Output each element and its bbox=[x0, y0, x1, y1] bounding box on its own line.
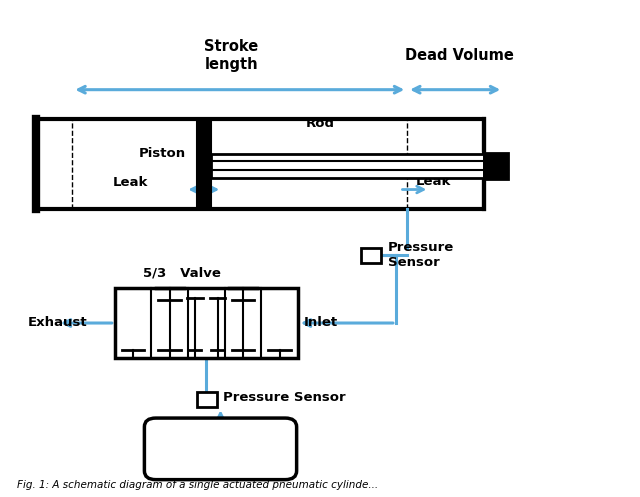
Text: Piston: Piston bbox=[139, 147, 186, 160]
Text: Exhaust: Exhaust bbox=[28, 316, 88, 330]
Text: Pressure
Sensor: Pressure Sensor bbox=[388, 241, 454, 269]
Text: 5/3   Valve: 5/3 Valve bbox=[143, 266, 221, 279]
Text: Leak: Leak bbox=[113, 175, 148, 188]
Text: Compressor: Compressor bbox=[171, 441, 269, 456]
FancyBboxPatch shape bbox=[145, 418, 296, 480]
Bar bbox=[36, 119, 484, 209]
Text: Stroke
length: Stroke length bbox=[204, 39, 259, 72]
Bar bbox=[197, 119, 211, 209]
Text: Leak: Leak bbox=[416, 174, 451, 187]
Bar bbox=[197, 392, 217, 408]
Text: Inlet: Inlet bbox=[304, 316, 339, 330]
Text: Rod: Rod bbox=[305, 117, 335, 130]
Bar bbox=[211, 154, 484, 178]
Bar bbox=[361, 248, 381, 263]
Bar bbox=[115, 288, 298, 358]
Text: Pressure Sensor: Pressure Sensor bbox=[223, 391, 346, 404]
Text: Dead Volume: Dead Volume bbox=[404, 48, 513, 63]
Bar bbox=[484, 153, 508, 179]
Text: Fig. 1: A schematic diagram of a single actuated pneumatic cylinde...: Fig. 1: A schematic diagram of a single … bbox=[17, 481, 378, 491]
